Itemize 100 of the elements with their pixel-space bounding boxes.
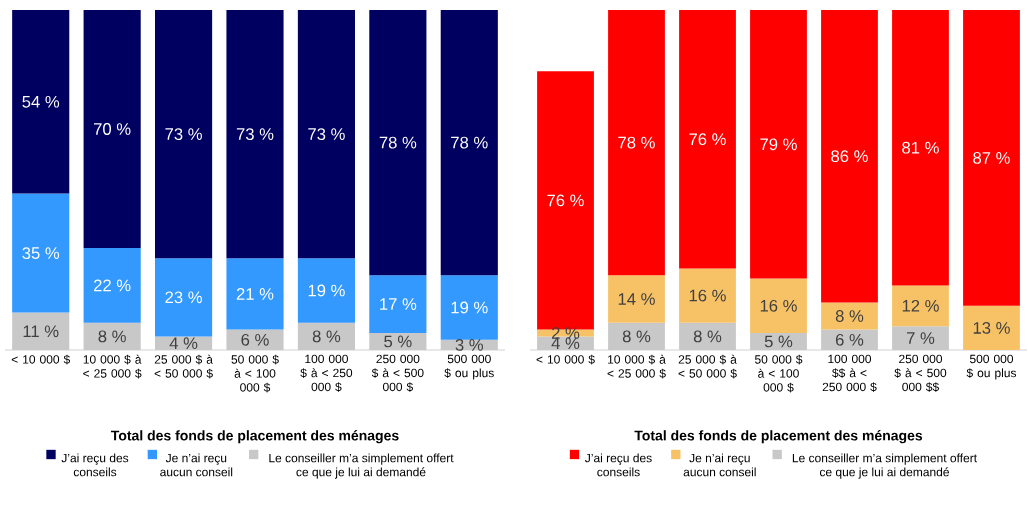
- data-label: 78 %: [379, 136, 417, 149]
- bar: [369, 10, 427, 276]
- data-label: 54 %: [22, 95, 60, 108]
- legend-label: Le conseiller m’a simplement offert ce que je lui ai demandé: [269, 453, 454, 479]
- bar: [12, 10, 70, 194]
- data-label: 4 %: [169, 337, 198, 350]
- bar: [83, 322, 141, 350]
- x-tick-label: 25 000 $ à < 50 000 $: [678, 354, 737, 379]
- x-tick-label: 100 000 $ à < 250 000 $: [300, 354, 353, 392]
- bar: [679, 10, 736, 269]
- bar: [963, 305, 1020, 350]
- bar: [83, 247, 141, 323]
- bar: [750, 10, 807, 279]
- bar: [155, 336, 213, 350]
- bar: [155, 258, 213, 337]
- data-label: 87 %: [973, 152, 1010, 164]
- data-label: 2 %: [551, 327, 580, 339]
- data-label: 8 %: [312, 330, 341, 343]
- data-label: 3 %: [455, 339, 484, 351]
- bar: [226, 10, 284, 259]
- bar: [155, 10, 213, 259]
- data-label: 81 %: [902, 141, 939, 154]
- data-label: 12 %: [902, 299, 939, 312]
- data-label: 73 %: [165, 128, 202, 140]
- bar: [892, 10, 949, 286]
- x-tick-label: 250 000 $ à < 500 000 $: [371, 354, 424, 392]
- legend-label: Je n’ai reçu aucun conseil: [160, 453, 233, 477]
- data-label: 78 %: [618, 136, 655, 149]
- x-tick-label: 500 000 $ ou plus: [444, 354, 494, 380]
- x-tick-label: 10 000 $ à < 25 000 $: [607, 354, 666, 379]
- data-label: 5 %: [384, 335, 412, 348]
- bar: [892, 326, 949, 350]
- data-label: 23 %: [165, 291, 202, 304]
- bar: [440, 275, 498, 340]
- legend-label: Je n’ai reçu aucun conseil: [683, 453, 756, 477]
- data-label: 13 %: [973, 322, 1010, 334]
- data-label: 78 %: [451, 136, 488, 149]
- x-tick-label: < 10 000 $: [11, 354, 71, 365]
- bar: [608, 10, 665, 276]
- x-tick-label: 25 000 $ à < 50 000 $: [154, 354, 213, 379]
- bar: [440, 10, 498, 276]
- x-tick-label: 100 000 $$ à < 250 000 $: [822, 354, 877, 392]
- x-tick-label: 50 000 $ à < 100 000 $: [754, 354, 803, 393]
- data-label: 76 %: [547, 194, 584, 207]
- bar: [608, 275, 665, 323]
- data-label: 19 %: [451, 301, 488, 314]
- data-label: 86 %: [831, 150, 868, 163]
- data-label: 70 %: [94, 123, 131, 135]
- bar: [963, 10, 1020, 306]
- x-tick-label: < 10 000 $: [536, 354, 595, 365]
- x-tick-label: 10 000 $ à < 25 000 $: [83, 354, 142, 379]
- bar: [892, 285, 949, 327]
- data-label: 8 %: [693, 330, 722, 343]
- data-label: 4 %: [551, 337, 580, 350]
- data-label: 73 %: [308, 128, 345, 140]
- bar: [12, 193, 70, 313]
- data-label: 6 %: [241, 333, 269, 346]
- data-label: 16 %: [760, 299, 797, 312]
- data-label: 19 %: [308, 284, 345, 297]
- data-label: 11 %: [23, 325, 59, 338]
- bar: [608, 322, 665, 350]
- bar: [226, 329, 284, 350]
- data-label: 8 %: [622, 330, 651, 343]
- data-label: 8 %: [835, 310, 864, 322]
- x-axis-title: Total des fonds de placement des ménages: [110, 430, 399, 444]
- bar: [679, 322, 736, 350]
- data-label: 5 %: [764, 335, 793, 348]
- data-label: 16 %: [689, 289, 726, 302]
- data-label: 8 %: [98, 330, 126, 343]
- data-label: 79 %: [760, 138, 797, 151]
- data-label: 35 %: [22, 247, 60, 259]
- data-label: 76 %: [689, 133, 726, 146]
- data-label: 17 %: [380, 298, 417, 310]
- data-label: 6 %: [835, 333, 864, 346]
- x-tick-label: 50 000 $ à < 100 000 $: [231, 354, 279, 393]
- x-tick-label: 500 000 $ ou plus: [966, 354, 1017, 380]
- bar: [821, 302, 878, 330]
- bar: [821, 329, 878, 350]
- legend-label: J’ai reçu des conseils: [61, 453, 129, 477]
- bar: [83, 10, 141, 248]
- data-label: 73 %: [236, 128, 274, 140]
- bar: [297, 258, 355, 323]
- data-label: 21 %: [236, 288, 274, 300]
- bar: [750, 278, 807, 333]
- bar: [679, 268, 736, 323]
- data-label: 22 %: [93, 279, 131, 292]
- legend-label: J’ai reçu des conseils: [585, 453, 652, 477]
- bar: [226, 258, 284, 330]
- bar: [369, 332, 427, 350]
- data-label: 14 %: [618, 293, 655, 305]
- bar: [297, 10, 355, 259]
- bar: [821, 10, 878, 303]
- bar: [12, 312, 70, 350]
- bar: [369, 275, 427, 333]
- x-tick-label: 250 000 $ à < 500 000 $$: [894, 354, 947, 392]
- legend-label: Le conseiller m’a simplement offert ce que je lui ai demandé: [792, 453, 977, 479]
- data-label: 7 %: [906, 332, 935, 344]
- x-axis-title: Total des fonds de placement des ménages: [634, 430, 923, 444]
- bar: [297, 322, 355, 350]
- bar: [750, 332, 807, 350]
